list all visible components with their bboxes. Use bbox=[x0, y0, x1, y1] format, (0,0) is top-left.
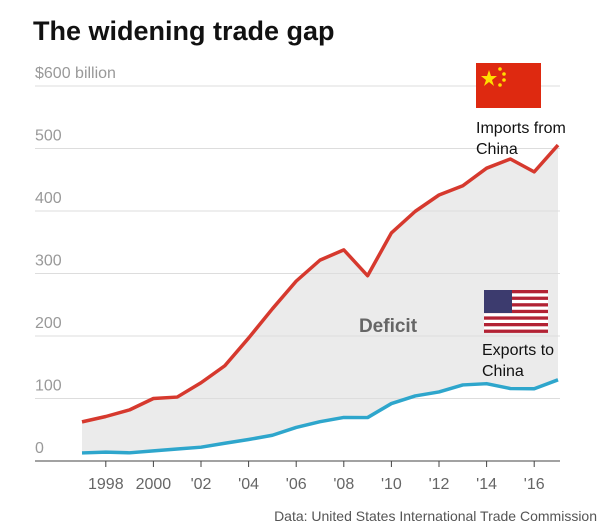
series-line bbox=[81, 378, 559, 455]
exports-label: Exports to China bbox=[482, 342, 555, 380]
y-tick-label: 400 bbox=[35, 190, 62, 207]
x-tick-label: '06 bbox=[286, 476, 307, 493]
annotation: Deficit bbox=[359, 316, 418, 337]
x-tick-label: 1998 bbox=[88, 476, 124, 493]
series-line bbox=[81, 143, 560, 424]
china-flag bbox=[476, 63, 541, 108]
x-tick-label: '14 bbox=[476, 476, 497, 493]
x-tick-label: 2000 bbox=[136, 476, 172, 493]
y-tick-label: $600 billion bbox=[35, 65, 116, 82]
x-tick-label: '08 bbox=[333, 476, 354, 493]
y-tick-label: 500 bbox=[35, 128, 62, 145]
imports-label: Imports from China bbox=[476, 120, 566, 158]
source: Data: United States International Trade … bbox=[274, 508, 597, 524]
x-tick-label: '02 bbox=[191, 476, 212, 493]
y-tick-label: 300 bbox=[35, 253, 62, 270]
x-tick-label: '04 bbox=[238, 476, 259, 493]
us-flag bbox=[484, 290, 548, 333]
deficit-area bbox=[82, 145, 558, 453]
chart-title: The widening trade gap bbox=[33, 16, 335, 46]
x-tick-label: '10 bbox=[381, 476, 402, 493]
x-tick-label: '16 bbox=[524, 476, 545, 493]
y-tick-label: 200 bbox=[35, 315, 62, 332]
y-tick-label: 0 bbox=[35, 440, 44, 457]
x-tick-label: '12 bbox=[429, 476, 450, 493]
y-tick-label: 100 bbox=[35, 378, 62, 395]
